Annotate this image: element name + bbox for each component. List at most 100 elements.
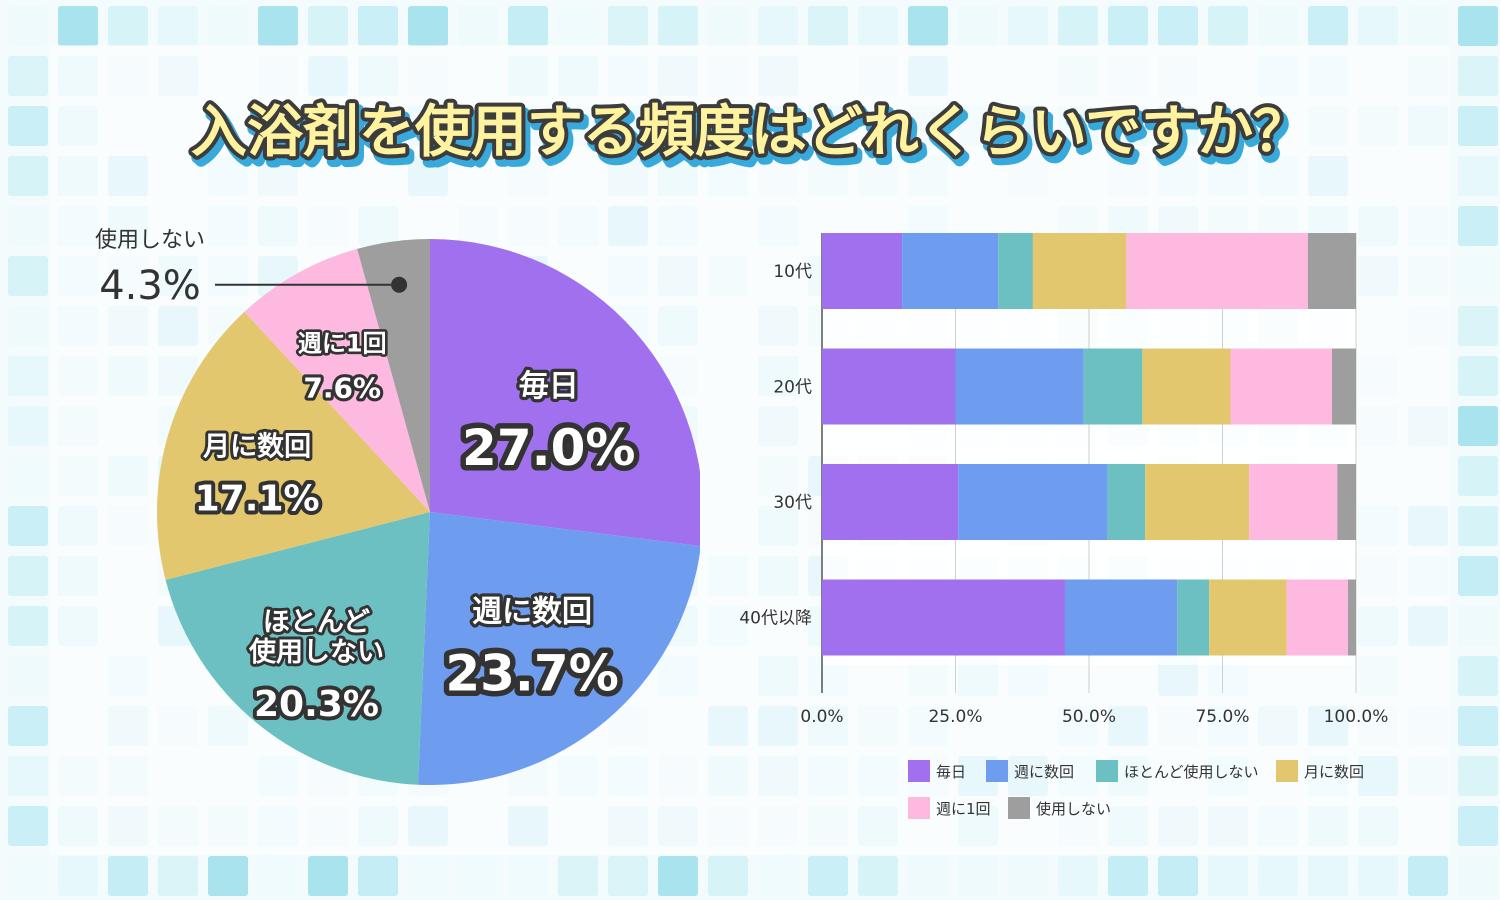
pie-slice-label-outline: ほとんど: [263, 607, 370, 638]
bg-tile: [658, 6, 698, 46]
bg-tile: [1458, 356, 1498, 396]
bar-segment: [822, 464, 959, 540]
pie-value-label-text: 7.6%: [303, 371, 381, 404]
bg-tile: [8, 6, 48, 46]
bar-segment: [1230, 348, 1332, 425]
pie-value-label: 17.1%17.1%: [191, 474, 324, 523]
bg-tile: [1458, 256, 1498, 296]
bg-tile: [908, 856, 948, 896]
pie-slice: [244, 248, 430, 512]
pie-slice: [357, 239, 430, 512]
bg-tile: [1408, 856, 1448, 896]
bg-tile: [208, 856, 248, 896]
bg-tile: [458, 856, 498, 896]
title-outline: 入浴剤を使用する頻度はどれくらいですか？: [191, 100, 1309, 165]
x-tick-label: 100.0%: [1324, 707, 1389, 727]
bg-tile: [1308, 856, 1348, 896]
bg-tile: [1458, 6, 1498, 46]
pie-value-label-text: 27.0%: [462, 419, 635, 477]
bg-tile: [108, 6, 148, 46]
bg-tile: [1458, 756, 1498, 796]
bg-tile: [1458, 156, 1498, 196]
bg-tile: [8, 556, 48, 596]
bg-tile: [108, 856, 148, 896]
bg-tile: [1458, 456, 1498, 496]
bar-segment: [1107, 464, 1146, 540]
pie-slice-label-outline: 使用しない: [248, 637, 384, 668]
bg-tile: [8, 356, 48, 396]
bg-tile: [158, 856, 198, 896]
bg-tile: [8, 456, 48, 496]
x-tick-label: 25.0%: [928, 707, 982, 727]
bg-tile: [58, 856, 98, 896]
title-shadow: 入浴剤を使用する頻度はどれくらいですか？: [195, 106, 1313, 171]
bg-tile: [1008, 856, 1048, 896]
y-category-label: 10代: [773, 262, 812, 282]
x-tick-label: 75.0%: [1195, 707, 1249, 727]
bg-tile: [258, 6, 298, 46]
bar-segment: [1209, 579, 1287, 656]
bg-tile: [1258, 6, 1298, 46]
bg-tile: [208, 6, 248, 46]
bg-tile: [708, 856, 748, 896]
bg-tile: [508, 856, 548, 896]
pie-slice-label-text: 使用しない: [248, 637, 384, 668]
bg-tile: [308, 6, 348, 46]
bg-tile: [1458, 706, 1498, 746]
callout-dot: [391, 276, 408, 293]
bg-tile: [408, 6, 448, 46]
callout-label: 使用しない: [95, 228, 205, 253]
bg-tile: [1158, 6, 1198, 46]
chart-title: 入浴剤を使用する頻度はどれくらいですか？ 入浴剤を使用する頻度はどれくらいですか…: [187, 96, 1318, 176]
pie-slice-label-outline: 週に1回: [298, 329, 387, 357]
y-category-label: 20代: [773, 378, 812, 398]
bg-tile: [8, 856, 48, 896]
bg-tile: [508, 6, 548, 46]
bar-segment: [1126, 233, 1308, 309]
legend-swatch: [1276, 760, 1298, 782]
bg-tile: [8, 56, 48, 96]
bar-segment: [1249, 464, 1338, 540]
bg-tile: [8, 206, 48, 246]
stacked-bar-chart: 0.0% 25.0% 50.0% 75.0% 100.0% 10代 20代 30代 40代以降毎…: [739, 233, 1389, 819]
pie-slice-label-outline: 毎日: [519, 369, 579, 404]
bg-tile: [1208, 856, 1248, 896]
legend-label: 使用しない: [1036, 800, 1111, 818]
pie-slice-label-text: ほとんど: [263, 607, 370, 638]
bg-tile: [1158, 856, 1198, 896]
bar-segment: [822, 348, 956, 425]
bg-tile: [808, 856, 848, 896]
legend-label: ほとんど使用しない: [1124, 763, 1259, 781]
bg-tile: [8, 506, 48, 546]
bg-tile: [8, 656, 48, 696]
bg-tile: [658, 856, 698, 896]
pie-value-label-outline: 20.3%: [254, 684, 379, 725]
pie-slice: [417, 512, 700, 785]
bg-tile: [8, 756, 48, 796]
bar-segment: [1307, 233, 1356, 309]
bg-tile: [358, 856, 398, 896]
bg-tile: [808, 6, 848, 46]
pie-value-label-outline: 7.6%: [303, 371, 381, 404]
bg-tile: [358, 6, 398, 46]
bar-segment: [1331, 348, 1356, 425]
bg-tile: [1408, 6, 1448, 46]
pie-slice-label-outline: 月に数回: [202, 431, 311, 462]
bg-tile: [1458, 206, 1498, 246]
bg-tile: [1308, 6, 1348, 46]
legend-label: 週に数回: [1014, 763, 1074, 781]
bg-tile: [8, 406, 48, 446]
bg-tile: [1058, 6, 1098, 46]
title-text: 入浴剤を使用する頻度はどれくらいですか？: [191, 100, 1309, 165]
bg-tile: [1258, 856, 1298, 896]
pie-slice-label-text: 月に数回: [202, 431, 311, 462]
bar-segment: [1032, 233, 1127, 309]
bar-segment: [1337, 464, 1356, 540]
legend-label: 週に1回: [936, 800, 991, 818]
y-category-label: 30代: [773, 493, 812, 513]
